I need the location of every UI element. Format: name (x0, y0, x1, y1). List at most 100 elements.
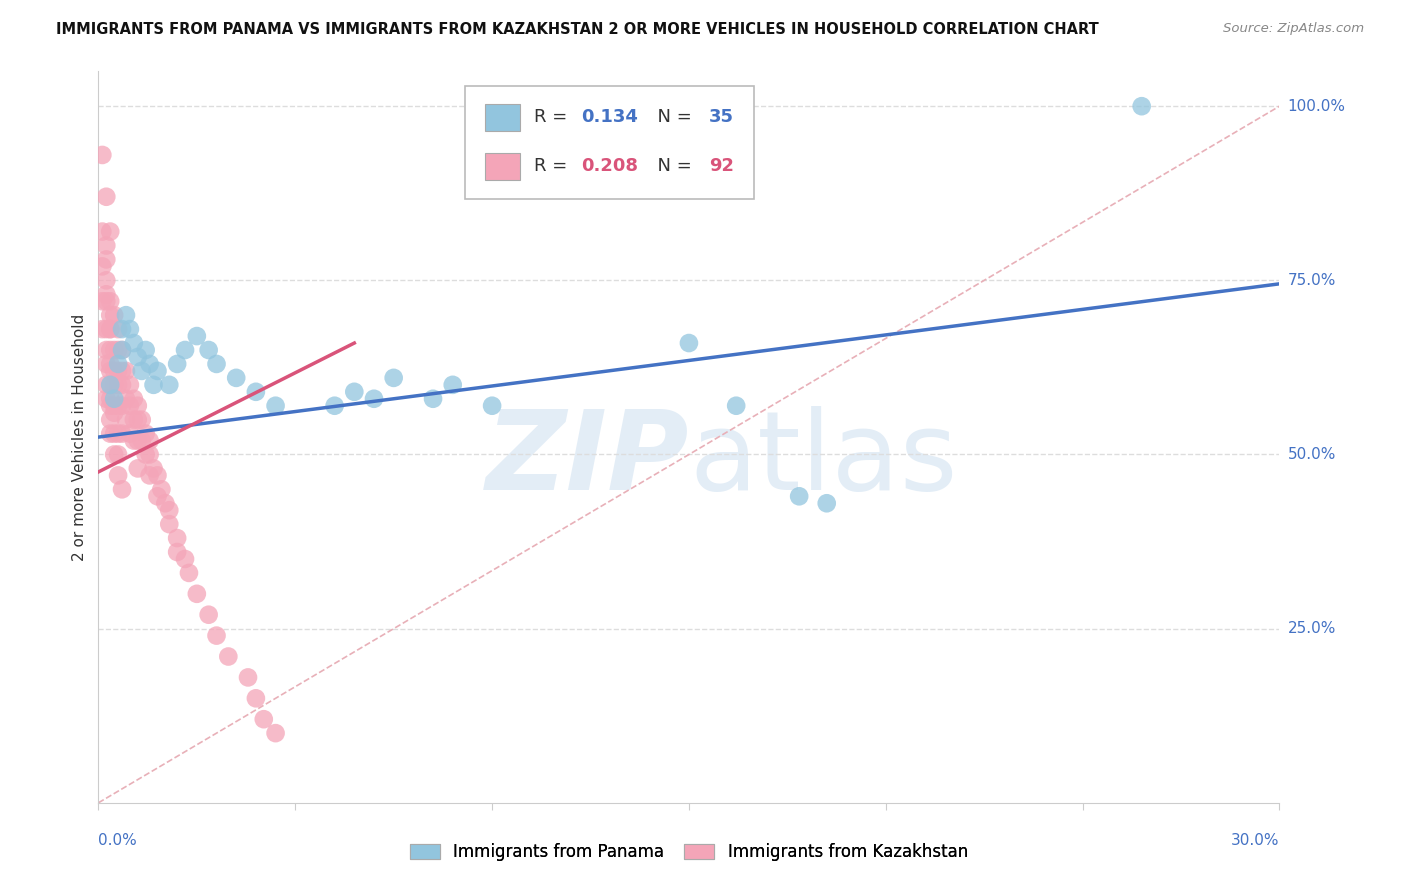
Point (103, 377, 125, 392)
Point (107, 364, 129, 378)
Legend: Immigrants from Panama, Immigrants from Kazakhstan: Immigrants from Panama, Immigrants from … (404, 837, 974, 868)
Point (122, 412, 145, 426)
Point (98, 322, 121, 336)
Point (98, 225, 121, 239)
Point (103, 392, 125, 406)
Point (107, 357, 129, 371)
Point (98, 377, 121, 392)
Point (107, 322, 129, 336)
Point (122, 434, 145, 448)
Point (91, 148, 114, 162)
Point (103, 426, 125, 441)
Point (98, 426, 121, 441)
Point (197, 607, 219, 622)
Text: 100.0%: 100.0% (1288, 99, 1346, 113)
Point (96, 252, 118, 267)
Point (96, 357, 118, 371)
Point (127, 434, 149, 448)
Text: ZIP: ZIP (485, 406, 689, 513)
Point (142, 461, 165, 475)
Point (115, 364, 138, 378)
Point (138, 357, 160, 371)
Point (264, 726, 287, 740)
Point (197, 343, 219, 357)
Point (146, 468, 169, 483)
Point (98, 392, 121, 406)
Point (142, 377, 165, 392)
Text: 35: 35 (709, 109, 734, 127)
Point (115, 412, 138, 426)
Point (343, 384, 366, 399)
Point (98, 412, 121, 426)
Text: N =: N = (647, 158, 697, 176)
Point (103, 343, 125, 357)
Point (253, 712, 276, 726)
Text: atlas: atlas (689, 406, 957, 513)
Point (118, 399, 141, 413)
Point (157, 517, 180, 532)
Point (135, 343, 157, 357)
Point (441, 377, 464, 392)
Text: 0.134: 0.134 (582, 109, 638, 127)
Point (174, 552, 197, 566)
Point (111, 343, 134, 357)
Point (111, 483, 134, 497)
Point (150, 483, 173, 497)
Point (107, 343, 129, 357)
Point (122, 392, 145, 406)
Point (815, 496, 838, 510)
Point (118, 322, 141, 336)
Point (96, 190, 118, 204)
Point (481, 399, 503, 413)
Point (323, 399, 346, 413)
Point (107, 399, 129, 413)
Text: 0.208: 0.208 (582, 158, 638, 176)
Text: 25.0%: 25.0% (1288, 621, 1336, 636)
Point (98, 308, 121, 322)
Text: R =: R = (534, 158, 574, 176)
Point (245, 384, 267, 399)
Text: Source: ZipAtlas.com: Source: ZipAtlas.com (1223, 22, 1364, 36)
Point (103, 448, 125, 462)
Point (1130, 99, 1153, 113)
Text: R =: R = (534, 109, 574, 127)
Point (135, 448, 157, 462)
FancyBboxPatch shape (464, 86, 754, 200)
Point (245, 691, 267, 706)
Point (166, 531, 188, 545)
Point (103, 406, 125, 420)
Point (103, 308, 125, 322)
Point (91, 322, 114, 336)
Point (174, 343, 197, 357)
Point (98, 364, 121, 378)
Point (96, 294, 118, 309)
Point (98, 343, 121, 357)
Point (205, 357, 228, 371)
Point (98, 322, 121, 336)
Point (103, 364, 125, 378)
Text: N =: N = (647, 109, 697, 127)
Point (177, 566, 200, 580)
Text: 30.0%: 30.0% (1232, 833, 1279, 848)
Point (678, 336, 700, 351)
Point (118, 426, 141, 441)
Point (225, 371, 247, 385)
Point (725, 399, 748, 413)
Point (98, 294, 121, 309)
Point (135, 426, 157, 441)
Point (96, 343, 118, 357)
Point (111, 322, 134, 336)
Point (111, 426, 134, 441)
Point (205, 629, 228, 643)
Point (138, 434, 160, 448)
Point (96, 392, 118, 406)
Point (96, 287, 118, 301)
Point (96, 377, 118, 392)
Point (186, 329, 208, 343)
Point (111, 399, 134, 413)
FancyBboxPatch shape (485, 103, 520, 131)
Point (131, 364, 153, 378)
Point (96, 238, 118, 252)
Point (217, 649, 239, 664)
Point (91, 260, 114, 274)
